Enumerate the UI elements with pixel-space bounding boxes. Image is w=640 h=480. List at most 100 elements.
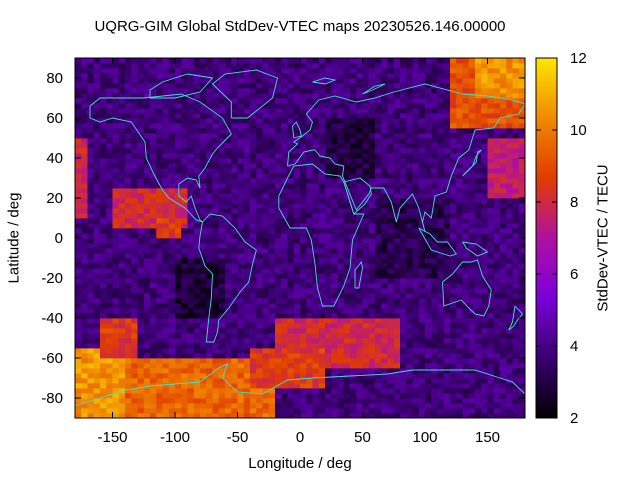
heatmap-cell bbox=[475, 218, 482, 224]
heatmap-cell bbox=[356, 413, 363, 418]
heatmap-cell bbox=[493, 408, 501, 414]
heatmap-cell bbox=[275, 398, 282, 404]
heatmap-cell bbox=[450, 83, 457, 89]
heatmap-cell bbox=[206, 198, 213, 204]
heatmap-cell bbox=[418, 108, 426, 114]
heatmap-cell bbox=[206, 238, 213, 244]
heatmap-cell bbox=[462, 118, 470, 124]
heatmap-cell bbox=[450, 378, 457, 384]
heatmap-cell bbox=[312, 283, 320, 289]
heatmap-cell bbox=[375, 178, 382, 184]
heatmap-cell bbox=[331, 298, 338, 304]
heatmap-cell bbox=[106, 193, 113, 199]
heatmap-cell bbox=[262, 73, 270, 79]
heatmap-cell bbox=[418, 73, 426, 79]
heatmap-cell bbox=[387, 328, 395, 334]
heatmap-cell bbox=[350, 168, 357, 174]
heatmap-cell bbox=[287, 398, 295, 404]
heatmap-cell bbox=[300, 108, 307, 114]
heatmap-cell bbox=[112, 118, 120, 124]
heatmap-cell bbox=[387, 333, 395, 339]
heatmap-cell bbox=[468, 248, 476, 254]
heatmap-cell bbox=[187, 363, 195, 369]
heatmap-cell bbox=[168, 393, 176, 399]
heatmap-cell bbox=[231, 68, 238, 74]
heatmap-cell bbox=[275, 98, 282, 104]
heatmap-cell bbox=[368, 103, 376, 109]
heatmap-cell bbox=[256, 268, 263, 274]
heatmap-cell bbox=[193, 363, 201, 369]
heatmap-cell bbox=[106, 288, 113, 294]
heatmap-cell bbox=[218, 178, 226, 184]
heatmap-cell bbox=[412, 58, 420, 64]
heatmap-cell bbox=[437, 413, 445, 418]
heatmap-cell bbox=[150, 173, 157, 179]
heatmap-cell bbox=[112, 378, 120, 384]
heatmap-cell bbox=[362, 128, 370, 134]
heatmap-cell bbox=[412, 288, 420, 294]
heatmap-cell bbox=[218, 383, 226, 389]
heatmap-cell bbox=[387, 338, 395, 344]
heatmap-cell bbox=[343, 88, 351, 94]
heatmap-cell bbox=[118, 128, 126, 134]
heatmap-cell bbox=[493, 403, 501, 409]
heatmap-cell bbox=[293, 198, 301, 204]
heatmap-cell bbox=[150, 273, 157, 279]
heatmap-cell bbox=[231, 283, 238, 289]
heatmap-cell bbox=[425, 303, 432, 309]
heatmap-cell bbox=[100, 398, 107, 404]
heatmap-cell bbox=[150, 68, 157, 74]
heatmap-cell bbox=[250, 413, 257, 418]
heatmap-cell bbox=[475, 228, 482, 234]
heatmap-cell bbox=[256, 363, 263, 369]
heatmap-cell bbox=[456, 233, 463, 239]
heatmap-cell bbox=[125, 388, 132, 394]
heatmap-cell bbox=[275, 318, 282, 324]
heatmap-cell bbox=[356, 408, 363, 414]
heatmap-cell bbox=[331, 138, 338, 144]
heatmap-cell bbox=[393, 108, 401, 114]
heatmap-cell bbox=[325, 183, 332, 189]
heatmap-cell bbox=[437, 78, 445, 84]
heatmap-cell bbox=[418, 203, 426, 209]
heatmap-cell bbox=[331, 393, 338, 399]
heatmap-cell bbox=[225, 293, 232, 299]
heatmap-cell bbox=[168, 333, 176, 339]
heatmap-cell bbox=[450, 333, 457, 339]
heatmap-cell bbox=[475, 208, 482, 214]
heatmap-cell bbox=[475, 203, 482, 209]
heatmap-cell bbox=[143, 278, 151, 284]
heatmap-cell bbox=[237, 93, 245, 99]
heatmap-cell bbox=[93, 208, 101, 214]
heatmap-cell bbox=[137, 298, 145, 304]
heatmap-cell bbox=[275, 393, 282, 399]
heatmap-cell bbox=[187, 163, 195, 169]
heatmap-cell bbox=[487, 93, 495, 99]
heatmap-cell bbox=[162, 278, 170, 284]
heatmap-cell bbox=[143, 388, 151, 394]
heatmap-cell bbox=[162, 363, 170, 369]
heatmap-cell bbox=[487, 268, 495, 274]
heatmap-cell bbox=[125, 148, 132, 154]
heatmap-cell bbox=[375, 308, 382, 314]
heatmap-cell bbox=[131, 68, 138, 74]
heatmap-cell bbox=[462, 393, 470, 399]
heatmap-cell bbox=[93, 163, 101, 169]
heatmap-cell bbox=[175, 173, 182, 179]
heatmap-cell bbox=[112, 228, 120, 234]
heatmap-cell bbox=[112, 173, 120, 179]
heatmap-cell bbox=[406, 188, 413, 194]
heatmap-cell bbox=[493, 238, 501, 244]
heatmap-cell bbox=[406, 238, 413, 244]
heatmap-cell bbox=[162, 403, 170, 409]
heatmap-cell bbox=[156, 158, 163, 164]
heatmap-cell bbox=[493, 188, 501, 194]
heatmap-cell bbox=[250, 73, 257, 79]
heatmap-cell bbox=[237, 293, 245, 299]
heatmap-cell bbox=[143, 193, 151, 199]
heatmap-cell bbox=[487, 323, 495, 329]
heatmap-cell bbox=[187, 318, 195, 324]
heatmap-cell bbox=[306, 333, 313, 339]
heatmap-cell bbox=[218, 208, 226, 214]
heatmap-cell bbox=[375, 118, 382, 124]
